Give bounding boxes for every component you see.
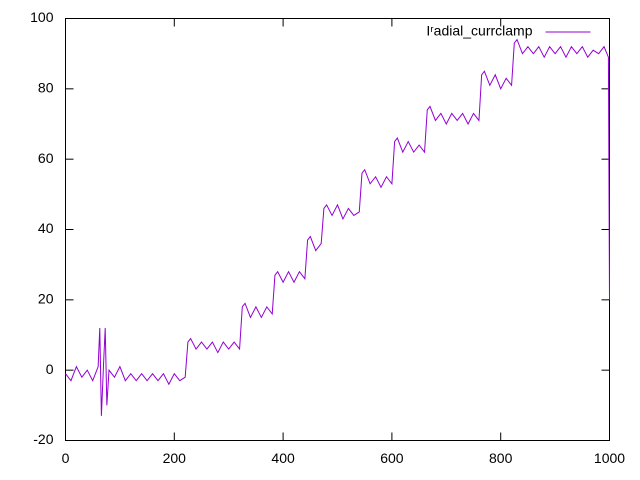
x-tick-label: 1000 bbox=[594, 450, 625, 466]
x-tick-label: 600 bbox=[380, 450, 404, 466]
data-line bbox=[65, 38, 610, 416]
legend-label: Iʳadial_currclamp bbox=[426, 23, 532, 39]
y-tick-label: 100 bbox=[30, 9, 54, 25]
x-tick-label: 0 bbox=[62, 450, 70, 466]
y-tick-label: -20 bbox=[33, 431, 53, 447]
y-tick-label: 40 bbox=[38, 220, 54, 236]
x-tick-label: 400 bbox=[271, 450, 295, 466]
y-tick-label: 20 bbox=[38, 291, 54, 307]
plot-border bbox=[65, 18, 610, 441]
y-tick-label: 0 bbox=[46, 361, 54, 377]
x-tick-label: 800 bbox=[489, 450, 513, 466]
y-tick-label: 60 bbox=[38, 150, 54, 166]
y-tick-label: 80 bbox=[38, 80, 54, 96]
x-tick-label: 200 bbox=[163, 450, 187, 466]
